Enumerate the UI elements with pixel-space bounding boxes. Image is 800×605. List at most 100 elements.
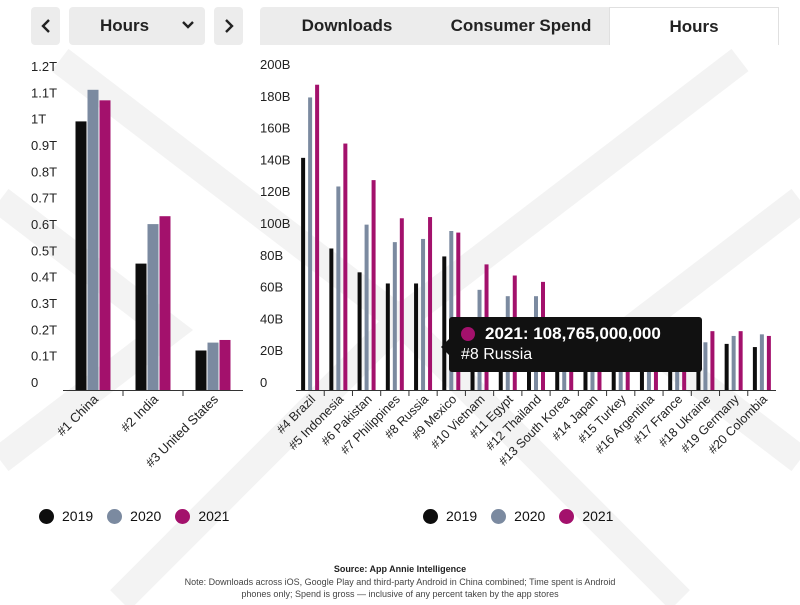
legend-dot-2021 xyxy=(175,508,191,524)
tooltip-label: #8 Russia xyxy=(461,346,533,363)
bar-19-germany-2021[interactable] xyxy=(738,331,743,390)
legend-dot-2021 xyxy=(559,508,575,524)
legend-label-2020: 2020 xyxy=(514,508,546,524)
legend-item-2021[interactable]: 2021 xyxy=(559,508,613,524)
bar-8-russia-2019[interactable] xyxy=(414,283,419,390)
bar-3-united-states-2021[interactable] xyxy=(219,339,231,390)
bar-4-brazil-2021[interactable] xyxy=(315,84,320,390)
y-tick-label: 0.5T xyxy=(31,243,57,258)
y-tick-label: 0.1T xyxy=(31,349,57,364)
legend-dot-2020 xyxy=(491,508,507,524)
y-tick-label: 0.3T xyxy=(31,296,57,311)
bar-20-colombia-2019[interactable] xyxy=(752,347,757,390)
legend-label-2021: 2021 xyxy=(198,508,230,524)
tooltip-series-dot xyxy=(461,327,475,341)
bar-6-pakistan-2020[interactable] xyxy=(364,224,369,390)
bar-19-germany-2020[interactable] xyxy=(731,335,736,390)
y-tick-label: 100B xyxy=(260,216,290,231)
tab-downloads-label: Downloads xyxy=(301,16,393,35)
y-tick-label: 1T xyxy=(31,112,46,127)
period-select-value: Hours xyxy=(100,16,150,35)
bar-1-china-2019[interactable] xyxy=(75,121,87,391)
bar-7-philippines-2021[interactable] xyxy=(399,218,404,390)
y-tick-label: 140B xyxy=(260,152,290,167)
bar-3-united-states-2020[interactable] xyxy=(207,342,219,390)
y-tick-label: 0.7T xyxy=(31,191,57,206)
y-tick-label: 1.2T xyxy=(31,59,57,74)
bar-5-indonesia-2021[interactable] xyxy=(343,143,348,390)
metric-tabs: Downloads Consumer Spend Hours xyxy=(260,7,779,45)
legend-label-2019: 2019 xyxy=(446,508,478,524)
chevron-down-icon xyxy=(182,21,194,29)
legend-dot-2020 xyxy=(107,508,123,524)
tooltip-value: 2021: 108,765,000,000 xyxy=(485,324,661,343)
previous-button[interactable] xyxy=(31,7,60,45)
y-tick-label: 80B xyxy=(260,248,283,263)
bar-6-pakistan-2021[interactable] xyxy=(371,180,376,390)
bar-20-colombia-2020[interactable] xyxy=(759,334,764,390)
y-tick-label: 0.4T xyxy=(31,270,57,285)
y-tick-label: 0.6T xyxy=(31,217,57,232)
legend-label-2020: 2020 xyxy=(130,508,162,524)
y-tick-label: 120B xyxy=(260,184,290,199)
tab-downloads[interactable]: Downloads xyxy=(260,7,434,45)
legend-item-2019[interactable]: 2019 xyxy=(423,508,477,524)
y-tick-label: 0.8T xyxy=(31,164,57,179)
right-bar-chart: 020B40B60B80B100B120B140B160B180B200B#4 … xyxy=(260,57,776,468)
bar-1-china-2020[interactable] xyxy=(87,89,99,391)
legend-dot-2019 xyxy=(39,508,54,524)
bar-20-colombia-2021[interactable] xyxy=(766,335,771,390)
bar-2-india-2019[interactable] xyxy=(135,263,147,390)
bar-8-russia-2021[interactable] xyxy=(428,217,433,390)
y-tick-label: 0.9T xyxy=(31,138,57,153)
legend-item-2020[interactable]: 2020 xyxy=(491,508,545,524)
legend-item-2019[interactable]: 2019 xyxy=(39,508,93,524)
tab-consumer-spend[interactable]: Consumer Spend xyxy=(434,7,608,45)
legend-item-2020[interactable]: 2020 xyxy=(107,508,161,524)
chart-footer: Source: App Annie Intelligence Note: Dow… xyxy=(0,563,800,600)
bar-4-brazil-2019[interactable] xyxy=(301,157,306,390)
bar-19-germany-2019[interactable] xyxy=(724,343,729,390)
tab-consumer-spend-label: Consumer Spend xyxy=(450,16,592,35)
bar-2-india-2020[interactable] xyxy=(147,224,159,390)
chart-tooltip: 2021: 108,765,000,000 #8 Russia xyxy=(441,317,702,372)
bar-8-russia-2020[interactable] xyxy=(421,238,426,390)
tab-hours-label: Hours xyxy=(669,16,719,36)
bar-18-ukraine-2020[interactable] xyxy=(703,342,708,390)
y-tick-label: 160B xyxy=(260,121,290,136)
y-tick-label: 0 xyxy=(31,375,38,390)
source-note: Source: App Annie Intelligence xyxy=(333,564,467,574)
bar-9-mexico-2019[interactable] xyxy=(442,256,447,390)
y-tick-label: 180B xyxy=(260,89,290,104)
y-tick-label: 1.1T xyxy=(31,85,57,100)
bar-18-ukraine-2021[interactable] xyxy=(710,331,715,390)
footnote: Note: Downloads across iOS, Google Play … xyxy=(184,577,616,599)
y-tick-label: 0 xyxy=(260,375,267,390)
bar-9-mexico-2020[interactable] xyxy=(449,231,454,390)
y-tick-label: 40B xyxy=(260,311,283,326)
bar-7-philippines-2020[interactable] xyxy=(392,242,397,390)
bar-2-india-2021[interactable] xyxy=(159,216,171,390)
bar-7-philippines-2019[interactable] xyxy=(385,283,390,390)
bar-5-indonesia-2019[interactable] xyxy=(329,248,334,390)
legend-label-2021: 2021 xyxy=(582,508,614,524)
bar-9-mexico-2021[interactable] xyxy=(456,232,461,390)
y-tick-label: 60B xyxy=(260,280,283,295)
bar-6-pakistan-2019[interactable] xyxy=(357,272,362,390)
period-select[interactable]: Hours xyxy=(69,7,205,45)
y-tick-label: 0.2T xyxy=(31,322,57,337)
tab-hours[interactable]: Hours xyxy=(609,7,779,45)
next-button[interactable] xyxy=(214,7,243,45)
y-tick-label: 20B xyxy=(260,343,283,358)
legend-label-2019: 2019 xyxy=(62,508,94,524)
chevron-left-icon xyxy=(40,19,50,33)
bar-3-united-states-2019[interactable] xyxy=(195,350,207,391)
right-legend: 2019 2020 2021 xyxy=(423,508,627,524)
bar-4-brazil-2020[interactable] xyxy=(308,97,313,390)
legend-dot-2019 xyxy=(423,508,438,524)
bar-5-indonesia-2020[interactable] xyxy=(336,186,341,390)
bar-1-china-2021[interactable] xyxy=(99,100,111,390)
legend-item-2021[interactable]: 2021 xyxy=(175,508,229,524)
left-bar-chart: 0 0.1T 0.2T 0.3T 0.4T 0.5T 0.6T 0.7T 0.8T 0.9T 1T 1… xyxy=(31,59,243,470)
y-tick-label: 200B xyxy=(260,57,290,72)
